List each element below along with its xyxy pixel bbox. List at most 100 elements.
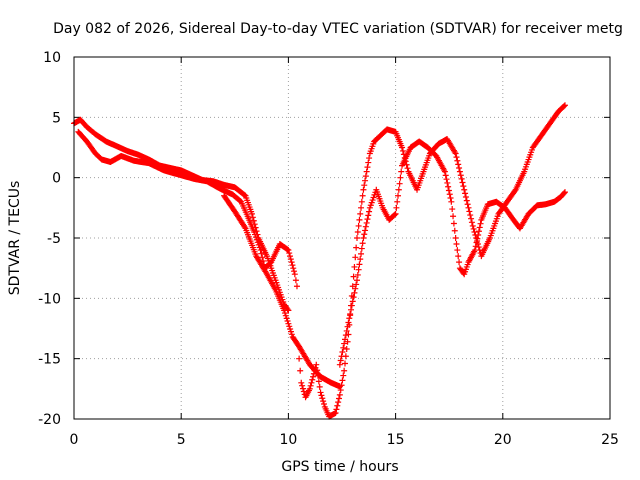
y-tick-label: -20 bbox=[38, 412, 61, 428]
data-point bbox=[457, 172, 464, 179]
data-point bbox=[320, 401, 327, 408]
data-point bbox=[453, 154, 460, 161]
data-point bbox=[363, 168, 370, 175]
data-point bbox=[347, 311, 354, 318]
data-point bbox=[288, 331, 295, 338]
data-point bbox=[469, 222, 476, 229]
data-point bbox=[464, 201, 471, 208]
data-point bbox=[257, 247, 264, 254]
data-point bbox=[354, 277, 361, 284]
data-point bbox=[241, 224, 248, 231]
data-point bbox=[353, 281, 360, 288]
data-point bbox=[450, 213, 457, 220]
data-point bbox=[337, 357, 344, 364]
data-point bbox=[465, 204, 472, 211]
data-point bbox=[451, 227, 458, 234]
data-point bbox=[561, 190, 568, 197]
data-point bbox=[338, 382, 345, 389]
y-axis-label: SDTVAR / TECUs bbox=[7, 181, 23, 296]
data-point bbox=[287, 328, 294, 335]
chart-title: Day 082 of 2026, Sidereal Day-to-day VTE… bbox=[53, 21, 623, 37]
y-tick-label: -10 bbox=[38, 291, 61, 307]
x-tick-labels: 0 5 10 15 20 25 bbox=[70, 432, 619, 448]
data-point bbox=[352, 285, 359, 292]
data-point bbox=[308, 379, 315, 386]
data-point bbox=[364, 216, 371, 223]
data-point bbox=[476, 224, 483, 231]
data-point bbox=[307, 382, 314, 389]
data-point bbox=[475, 228, 482, 235]
data-point bbox=[466, 208, 473, 215]
data-point bbox=[403, 161, 410, 168]
data-point bbox=[444, 179, 451, 186]
data-point bbox=[340, 372, 347, 379]
data-point bbox=[450, 220, 457, 227]
data-point bbox=[248, 210, 255, 217]
data-point bbox=[511, 187, 518, 194]
data-point bbox=[361, 231, 368, 238]
data-point bbox=[300, 388, 307, 395]
data-point bbox=[283, 315, 290, 322]
data-point bbox=[354, 228, 361, 235]
data-point bbox=[316, 383, 323, 390]
data-point bbox=[475, 231, 482, 238]
data-point bbox=[310, 370, 317, 377]
data-point bbox=[475, 244, 482, 251]
data-point bbox=[467, 212, 474, 219]
data-point bbox=[398, 168, 405, 175]
data-point bbox=[443, 176, 450, 183]
data-point bbox=[452, 235, 459, 241]
data-point bbox=[288, 259, 295, 266]
y-tick-label: -15 bbox=[38, 352, 61, 368]
data-point bbox=[287, 256, 294, 263]
data-point bbox=[456, 259, 463, 266]
data-point bbox=[363, 219, 370, 226]
data-point bbox=[346, 315, 353, 322]
data-point bbox=[473, 239, 480, 246]
data-point bbox=[349, 298, 356, 305]
data-point bbox=[318, 392, 325, 399]
data-point bbox=[342, 360, 349, 367]
data-point bbox=[358, 204, 365, 211]
data-point bbox=[309, 376, 316, 383]
data-point bbox=[472, 243, 479, 250]
data-point bbox=[317, 389, 324, 396]
data-point bbox=[353, 244, 360, 251]
data-point bbox=[561, 102, 568, 109]
data-point bbox=[336, 361, 343, 368]
data-point bbox=[310, 373, 317, 380]
data-point bbox=[358, 250, 365, 257]
data-point bbox=[338, 353, 345, 360]
x-tick-label: 0 bbox=[70, 432, 79, 448]
data-point bbox=[343, 327, 350, 334]
data-point bbox=[360, 235, 367, 241]
data-point bbox=[350, 273, 357, 280]
data-point bbox=[335, 399, 342, 406]
data-point bbox=[348, 302, 355, 309]
data-point bbox=[258, 250, 265, 257]
data-point bbox=[350, 294, 357, 301]
data-point bbox=[470, 225, 477, 232]
data-point bbox=[356, 261, 363, 268]
data-point bbox=[397, 174, 404, 181]
data-point bbox=[458, 175, 465, 182]
data-point bbox=[320, 398, 327, 405]
data-point bbox=[334, 402, 341, 409]
data-point bbox=[395, 192, 402, 199]
data-point bbox=[477, 220, 484, 227]
data-point bbox=[297, 367, 304, 374]
data-point bbox=[299, 382, 306, 389]
data-point bbox=[358, 198, 365, 205]
data-point bbox=[333, 406, 340, 413]
data-point bbox=[392, 210, 399, 217]
data-points bbox=[71, 102, 568, 420]
data-point bbox=[291, 268, 298, 275]
data-point bbox=[454, 247, 461, 254]
data-point bbox=[365, 159, 372, 166]
y-tick-labels: -20 -15 -10 -5 0 5 10 bbox=[38, 50, 61, 428]
data-point bbox=[445, 183, 452, 190]
x-tick-label: 20 bbox=[494, 432, 512, 448]
data-point bbox=[447, 195, 454, 202]
data-point bbox=[454, 157, 461, 164]
data-point bbox=[456, 165, 463, 172]
